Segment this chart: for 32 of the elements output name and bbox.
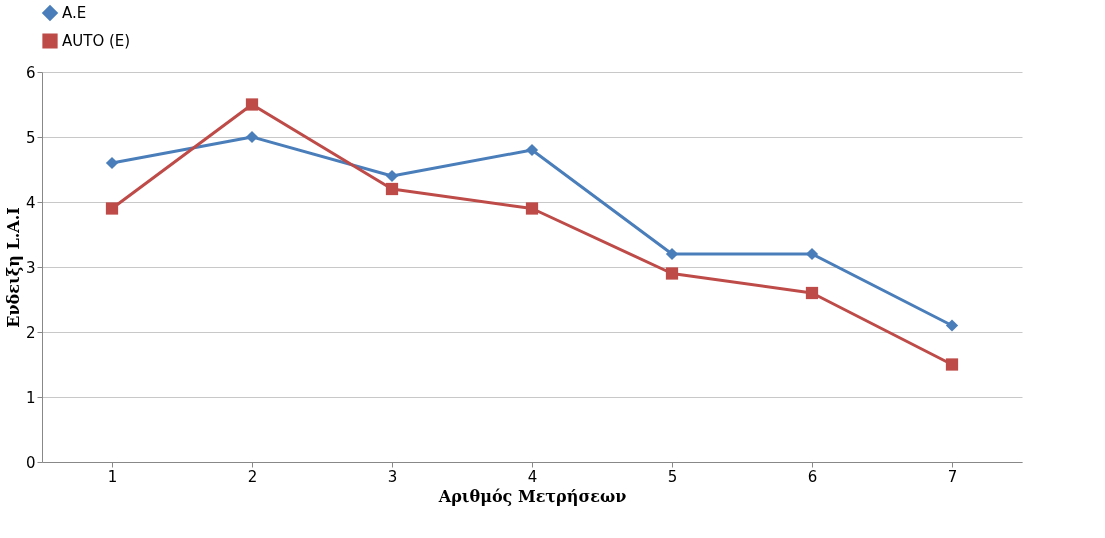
point xyxy=(245,98,259,111)
y-tick-label: 3 xyxy=(25,258,36,277)
x-tick-label: 6 xyxy=(807,467,818,486)
legend-label: A.E xyxy=(62,4,87,22)
y-tick-label: 0 xyxy=(25,453,36,472)
point xyxy=(805,247,819,261)
point xyxy=(525,202,539,215)
x-axis-title: Αριθμός Μετρήσεων xyxy=(437,486,627,506)
point xyxy=(385,182,399,196)
point xyxy=(105,202,119,215)
y-tick-label: 2 xyxy=(25,323,36,342)
point xyxy=(665,247,679,261)
x-tick-label: 1 xyxy=(107,467,118,486)
y-tick-label: 6 xyxy=(25,63,36,82)
point xyxy=(385,169,399,183)
y-tick-label: 1 xyxy=(25,388,36,407)
x-tick-label: 2 xyxy=(247,467,258,486)
y-tick-label: 4 xyxy=(25,193,36,212)
x-tick-label: 7 xyxy=(947,467,958,486)
point xyxy=(945,358,959,371)
x-tick-label: 3 xyxy=(387,467,398,486)
legend-label: AUTO (E) xyxy=(62,32,131,50)
x-tick-label: 5 xyxy=(667,467,678,486)
y-axis-title: Ενδειξη L.A.I xyxy=(3,207,23,328)
point xyxy=(805,286,819,300)
point xyxy=(245,130,259,144)
point xyxy=(945,319,959,332)
y-tick-label: 5 xyxy=(25,128,36,147)
x-tick-label: 4 xyxy=(527,467,538,486)
point xyxy=(665,267,679,280)
point xyxy=(105,156,119,170)
point xyxy=(525,143,539,157)
